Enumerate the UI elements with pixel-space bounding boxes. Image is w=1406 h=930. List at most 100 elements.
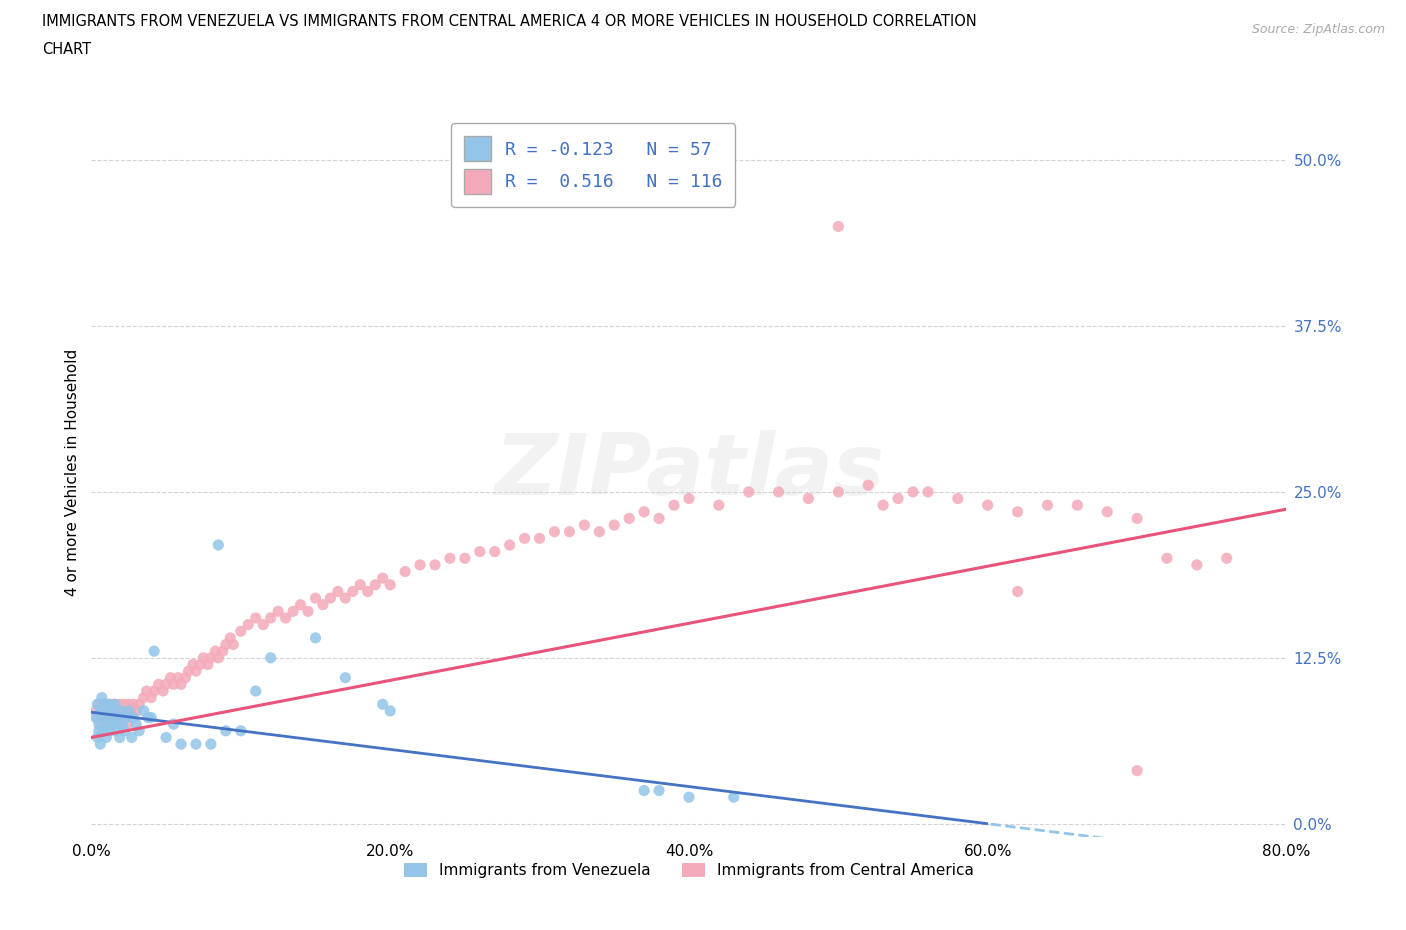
Point <box>162 677 184 692</box>
Point <box>588 525 610 539</box>
Point <box>529 531 551 546</box>
Point <box>122 697 145 711</box>
Point <box>558 525 581 539</box>
Point <box>104 697 127 711</box>
Text: ZIPatlas: ZIPatlas <box>494 431 884 513</box>
Point <box>108 697 131 711</box>
Point <box>128 724 150 738</box>
Point <box>222 637 245 652</box>
Point <box>97 703 120 718</box>
Point <box>304 631 326 645</box>
Point <box>114 703 136 718</box>
Point <box>484 544 506 559</box>
Text: IMMIGRANTS FROM VENEZUELA VS IMMIGRANTS FROM CENTRAL AMERICA 4 OR MORE VEHICLES : IMMIGRANTS FROM VENEZUELA VS IMMIGRANTS … <box>42 14 977 29</box>
Point <box>211 644 233 658</box>
Point <box>207 650 229 665</box>
Point <box>423 557 446 572</box>
Point <box>238 618 260 632</box>
Point <box>678 491 700 506</box>
Point <box>319 591 342 605</box>
Point <box>662 498 685 512</box>
Point <box>114 711 136 725</box>
Point <box>84 711 107 725</box>
Point <box>380 578 402 592</box>
Point <box>1036 498 1059 512</box>
Point <box>184 737 207 751</box>
Point <box>797 491 820 506</box>
Point <box>290 597 312 612</box>
Point <box>107 711 129 725</box>
Point <box>89 703 111 718</box>
Point <box>94 717 117 732</box>
Point <box>93 724 115 738</box>
Point <box>1185 557 1208 572</box>
Point <box>648 511 671 525</box>
Point <box>1097 504 1119 519</box>
Point <box>111 717 134 732</box>
Point <box>267 604 290 618</box>
Point <box>252 618 274 632</box>
Point <box>98 697 121 711</box>
Point <box>135 684 157 698</box>
Point <box>97 717 120 732</box>
Point <box>281 604 304 618</box>
Point <box>245 684 267 698</box>
Point <box>901 485 924 499</box>
Point <box>1007 504 1029 519</box>
Point <box>120 703 142 718</box>
Point <box>98 697 121 711</box>
Point <box>111 711 134 725</box>
Point <box>648 783 671 798</box>
Point <box>245 611 267 626</box>
Point <box>105 717 128 732</box>
Point <box>380 703 402 718</box>
Point <box>215 637 238 652</box>
Point <box>1066 498 1088 512</box>
Point <box>371 697 394 711</box>
Point <box>121 730 143 745</box>
Point <box>155 677 177 692</box>
Point <box>115 717 138 732</box>
Point <box>96 730 118 745</box>
Point <box>200 650 222 665</box>
Point <box>1216 551 1239 565</box>
Point <box>827 485 849 499</box>
Point <box>215 724 238 738</box>
Point <box>364 578 387 592</box>
Point <box>100 711 122 725</box>
Point <box>707 498 730 512</box>
Point <box>103 697 125 711</box>
Point <box>181 657 204 671</box>
Point <box>543 525 565 539</box>
Point <box>371 571 394 586</box>
Point <box>86 711 108 725</box>
Point <box>84 703 107 718</box>
Text: Source: ZipAtlas.com: Source: ZipAtlas.com <box>1251 23 1385 36</box>
Point <box>439 551 461 565</box>
Point <box>394 565 416 579</box>
Point <box>141 711 163 725</box>
Point <box>104 724 127 738</box>
Point <box>108 730 131 745</box>
Point <box>190 657 212 671</box>
Point <box>723 790 745 804</box>
Point <box>96 711 118 725</box>
Point <box>737 485 759 499</box>
Point <box>118 703 141 718</box>
Point <box>141 690 163 705</box>
Point <box>125 703 148 718</box>
Point <box>603 518 626 533</box>
Point <box>200 737 222 751</box>
Point <box>1007 584 1029 599</box>
Point <box>162 717 184 732</box>
Point <box>132 690 155 705</box>
Point <box>887 491 910 506</box>
Point <box>312 597 335 612</box>
Point <box>454 551 477 565</box>
Point <box>86 730 108 745</box>
Point <box>174 671 197 685</box>
Point <box>148 677 170 692</box>
Point <box>193 650 215 665</box>
Point <box>1126 511 1149 525</box>
Point <box>335 591 357 605</box>
